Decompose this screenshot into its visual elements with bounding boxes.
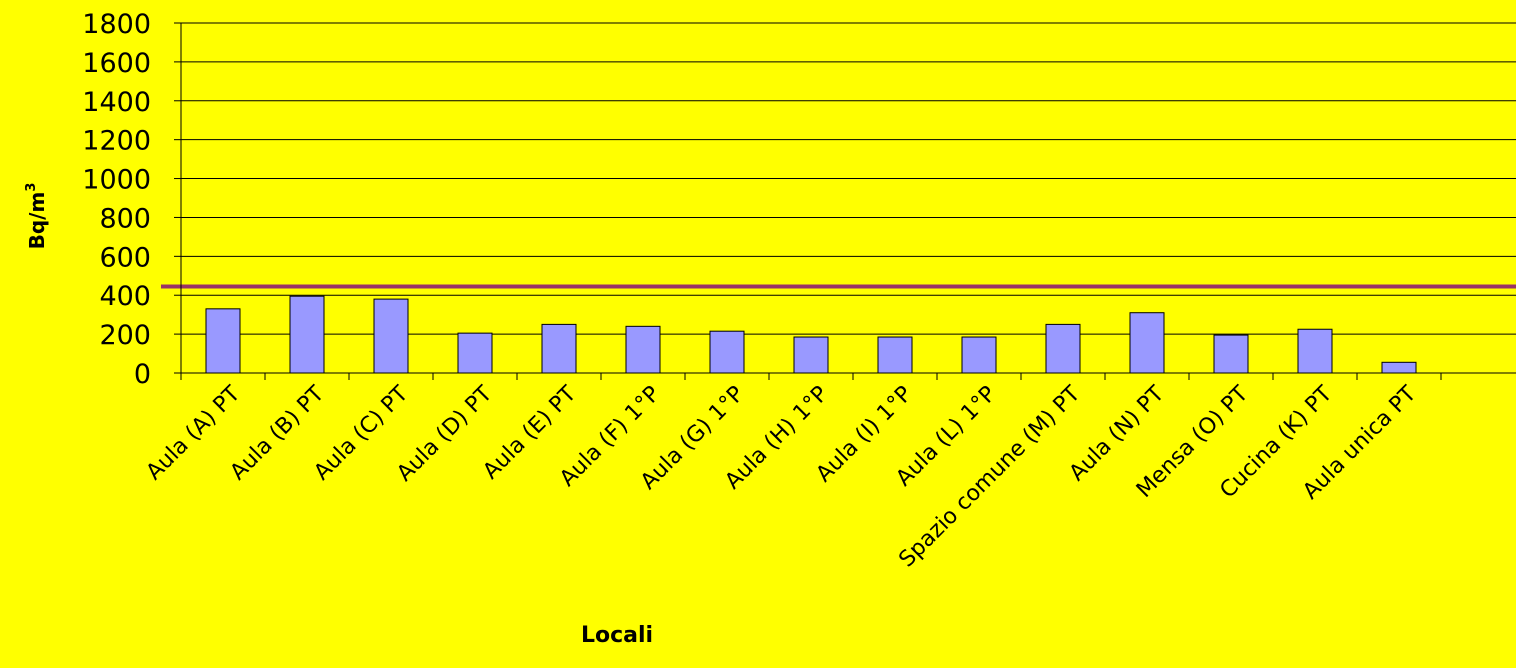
- y-tick-label: 800: [99, 203, 151, 234]
- y-tick-labels: 0 200 400 600 800 1000 1200 1400 1600 1800: [82, 9, 151, 390]
- bar: [1129, 312, 1165, 374]
- gridlines: [181, 22, 1516, 335]
- bar: [877, 336, 913, 374]
- y-tick-label: 1800: [82, 9, 151, 40]
- bar: [961, 336, 997, 374]
- y-tick-label: 1000: [82, 165, 151, 196]
- bar: [541, 323, 577, 374]
- axes: [174, 22, 1516, 380]
- bar: [1213, 334, 1249, 374]
- y-tick-label: 200: [99, 320, 151, 351]
- y-tick-label: 0: [134, 359, 151, 390]
- bar: [1297, 328, 1333, 374]
- y-axis-title: Bq/m3: [24, 183, 49, 250]
- y-tick-label: 600: [99, 242, 151, 273]
- bar: [289, 295, 325, 374]
- bar: [457, 332, 493, 374]
- bars: [205, 295, 1417, 374]
- x-axis-title: Locali: [581, 623, 653, 648]
- y-tick-label: 1600: [82, 48, 151, 79]
- bar: [373, 298, 409, 374]
- bar: [625, 325, 661, 374]
- y-tick-label: 400: [99, 281, 151, 312]
- bar: [793, 336, 829, 374]
- y-tick-label: 1200: [82, 126, 151, 157]
- bar: [205, 308, 241, 374]
- y-axis-title-superscript: 3: [24, 183, 39, 192]
- bar: [1045, 323, 1081, 374]
- y-axis-title-main: Bq/m: [25, 192, 49, 250]
- y-tick-label: 1400: [82, 87, 151, 118]
- bar: [1381, 361, 1417, 374]
- bar: [709, 330, 745, 374]
